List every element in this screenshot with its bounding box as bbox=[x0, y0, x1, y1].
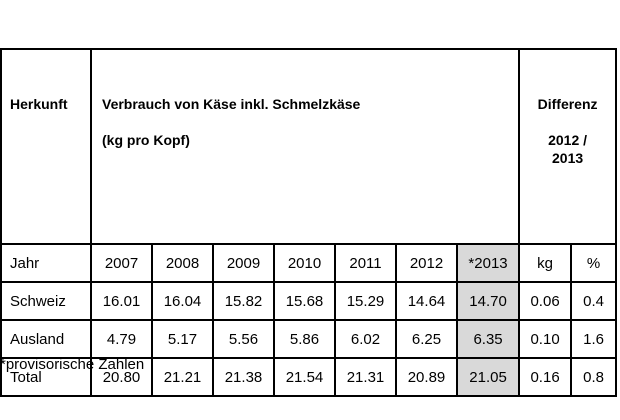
header-consumption-title: Verbrauch von Käse inkl. Schmelzkäse bbox=[102, 96, 361, 112]
table-cell: 6.02 bbox=[334, 319, 397, 359]
table-cell: 0.06 bbox=[518, 281, 573, 321]
table-cell: 20.80 bbox=[90, 357, 153, 397]
table-cell: 0.16 bbox=[518, 357, 573, 397]
table-row-ausland: Ausland 4.79 5.17 5.56 5.86 6.02 6.25 6.… bbox=[0, 319, 618, 359]
table-cell: 14.64 bbox=[395, 281, 458, 321]
table-cell-highlighted: 21.05 bbox=[455, 357, 521, 397]
header-difference: Differenz 2012 / 2013 bbox=[518, 48, 618, 245]
cheese-consumption-table: Herkunft Verbrauch von Käse inkl. Schmel… bbox=[0, 48, 618, 397]
table-cell: 2008 bbox=[151, 243, 214, 283]
header-difference-title: Differenz bbox=[537, 96, 598, 112]
header-consumption: Verbrauch von Käse inkl. Schmelzkäse (kg… bbox=[89, 48, 521, 245]
header-origin: Herkunft bbox=[0, 48, 92, 245]
footnote: *provisorische Zahlen bbox=[0, 356, 145, 373]
table-cell: 2012 bbox=[395, 243, 458, 283]
table-cell: 16.04 bbox=[151, 281, 214, 321]
row-label: Jahr bbox=[0, 243, 92, 283]
table-cell-highlighted: 6.35 bbox=[455, 319, 521, 359]
table-cell: 2011 bbox=[334, 243, 397, 283]
row-label: Total bbox=[0, 357, 92, 397]
table-cell: 2007 bbox=[90, 243, 153, 283]
table-cell: 21.38 bbox=[212, 357, 275, 397]
table-cell: 6.25 bbox=[395, 319, 458, 359]
table-row-total: Total 20.80 21.21 21.38 21.54 21.31 20.8… bbox=[0, 357, 618, 397]
table-cell: 2010 bbox=[273, 243, 336, 283]
table-cell: 1.6 bbox=[570, 319, 618, 359]
table-cell: 5.17 bbox=[151, 319, 214, 359]
header-consumption-unit: (kg pro Kopf) bbox=[102, 132, 190, 148]
row-label: Ausland bbox=[0, 319, 92, 359]
table-cell-highlighted: 14.70 bbox=[455, 281, 521, 321]
table-cell: 0.8 bbox=[570, 357, 618, 397]
header-difference-period-start: 2012 / bbox=[548, 132, 588, 148]
header-difference-period-end: 2013 bbox=[552, 150, 584, 166]
table-cell: 5.86 bbox=[273, 319, 336, 359]
table-cell: % bbox=[570, 243, 618, 283]
table-cell: 15.68 bbox=[273, 281, 336, 321]
table-cell: 0.10 bbox=[518, 319, 573, 359]
table-cell: 15.82 bbox=[212, 281, 275, 321]
table-row-year: Jahr 2007 2008 2009 2010 2011 2012 *2013… bbox=[0, 243, 618, 283]
table-cell: 21.54 bbox=[273, 357, 336, 397]
table-cell: 21.31 bbox=[334, 357, 397, 397]
table-cell: 5.56 bbox=[212, 319, 275, 359]
table-cell-highlighted: *2013 bbox=[455, 243, 521, 283]
consumption-table-wrapper: Herkunft Verbrauch von Käse inkl. Schmel… bbox=[0, 48, 618, 397]
row-label: Schweiz bbox=[0, 281, 92, 321]
table-cell: 4.79 bbox=[90, 319, 153, 359]
table-cell: 15.29 bbox=[334, 281, 397, 321]
table-cell: 0.4 bbox=[570, 281, 618, 321]
table-cell: 2009 bbox=[212, 243, 275, 283]
table-row-schweiz: Schweiz 16.01 16.04 15.82 15.68 15.29 14… bbox=[0, 281, 618, 321]
table-cell: 16.01 bbox=[90, 281, 153, 321]
table-header-row: Herkunft Verbrauch von Käse inkl. Schmel… bbox=[0, 48, 618, 245]
table-cell: 20.89 bbox=[395, 357, 458, 397]
table-cell: kg bbox=[518, 243, 573, 283]
table-cell: 21.21 bbox=[151, 357, 214, 397]
